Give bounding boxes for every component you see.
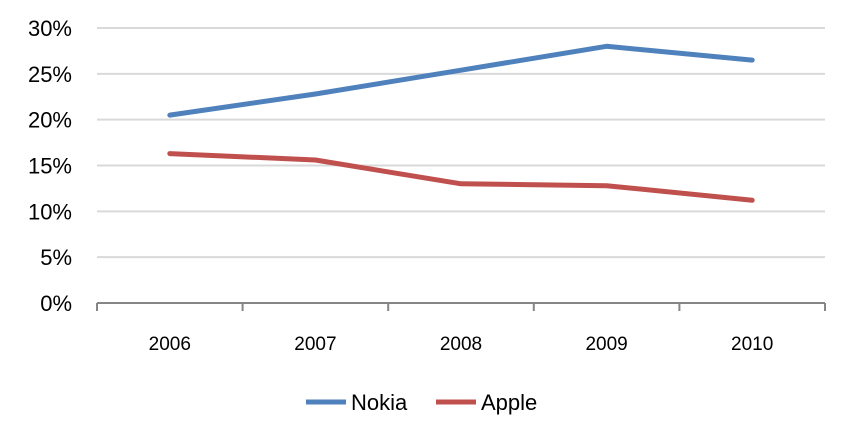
x-tick-label: 2009 [585,334,627,355]
x-tick-label: 2006 [149,334,191,355]
legend: Nokia Apple [306,390,537,415]
y-tick-label: 10% [28,199,72,224]
series-line-apple [167,151,755,203]
y-axis: 0% 5% 10% 15% 20% 25% 30% [28,16,72,316]
x-tick-label: 2007 [294,334,336,355]
series-lines [167,43,755,203]
x-tick-label: 2010 [731,334,773,355]
gridlines [97,27,825,259]
y-tick-label: 5% [40,245,72,270]
x-tick-label: 2008 [440,334,482,355]
legend-label: Nokia [351,390,408,415]
x-axis: 2006 2007 2008 2009 2010 [96,302,826,355]
legend-item-apple: Apple [436,390,537,415]
legend-label: Apple [481,390,537,415]
y-tick-label: 30% [28,16,72,41]
y-tick-label: 20% [28,108,72,133]
legend-item-nokia: Nokia [306,390,408,415]
series-line-nokia [167,43,755,118]
y-tick-label: 25% [28,62,72,87]
y-tick-label: 0% [40,291,72,316]
y-tick-label: 15% [28,154,72,179]
